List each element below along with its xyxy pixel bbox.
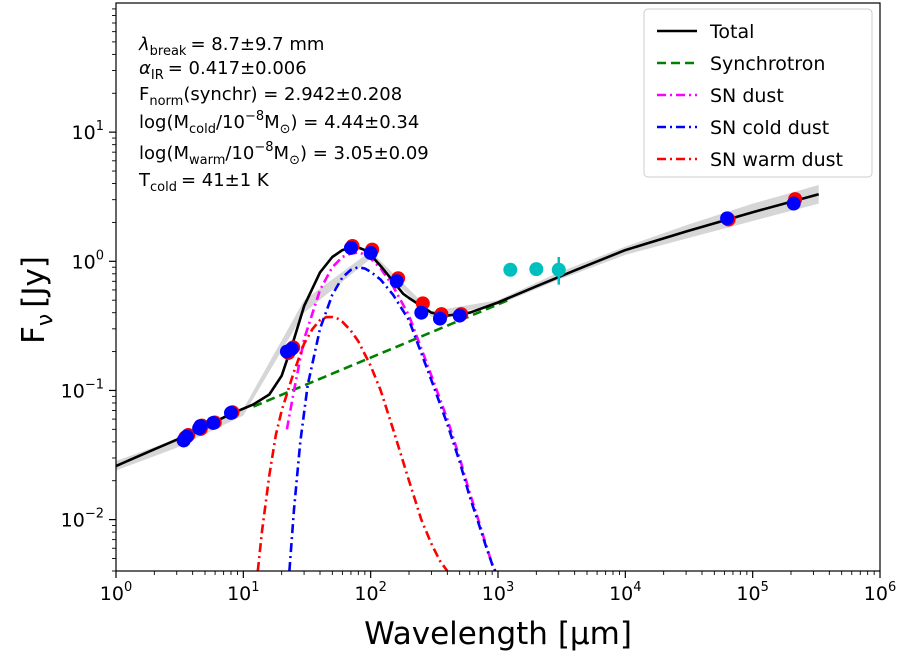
data-point-blue bbox=[343, 240, 358, 255]
legend-label: SN cold dust bbox=[710, 117, 829, 139]
annotation-break: λbreak = 8.7±9.7 mm bbox=[138, 34, 324, 59]
annotation-mwarm: log(Mwarm/10−8M⊙) = 3.05±0.09 bbox=[139, 140, 429, 168]
data-point-cyan bbox=[551, 262, 566, 277]
x-tick-label: 101 bbox=[227, 580, 259, 605]
data-points bbox=[176, 192, 803, 448]
legend-label: SN warm dust bbox=[710, 149, 843, 171]
y-axis-label-main: F bbox=[16, 326, 52, 344]
x-tick-label: 102 bbox=[354, 580, 386, 605]
data-point-cyan bbox=[529, 262, 544, 277]
legend: Total Synchrotron SN dust SN cold dust SN wa… bbox=[643, 8, 873, 178]
x-tick-label: 100 bbox=[100, 580, 132, 605]
data-point-blue bbox=[206, 415, 221, 430]
legend-label: SN dust bbox=[710, 85, 784, 107]
x-axis-label: Wavelength [μm] bbox=[364, 616, 632, 652]
y-tick-label: 101 bbox=[72, 119, 104, 144]
y-axis-label-unit: [Jy] bbox=[16, 256, 52, 308]
fit-annotations: λbreak = 8.7±9.7 mm αIR = 0.417±0.006 Fnor… bbox=[138, 34, 429, 195]
legend-items: Total Synchrotron SN dust SN cold dust SN wa… bbox=[657, 21, 843, 171]
data-point-blue bbox=[414, 305, 429, 320]
svg-text:Fν[Jy]: Fν [Jy] bbox=[16, 256, 58, 344]
data-point-cyan bbox=[503, 262, 518, 277]
data-point-blue bbox=[363, 245, 378, 260]
data-point-blue bbox=[223, 405, 238, 420]
y-axis-label: Fν [Jy] bbox=[16, 256, 58, 344]
y-tick-label: 100 bbox=[72, 248, 104, 273]
series-sn-cold-dust bbox=[288, 265, 497, 571]
x-tick-label: 104 bbox=[609, 580, 641, 605]
y-tick-label: 10−2 bbox=[61, 507, 104, 532]
annotation-mcold: log(Mcold/10−8M⊙) = 4.44±0.34 bbox=[139, 109, 419, 137]
y-axis-label-sub: ν bbox=[33, 314, 58, 326]
annotation-tcold: Tcold = 41±1 K bbox=[138, 170, 270, 195]
x-tick-label: 105 bbox=[736, 580, 768, 605]
data-point-blue bbox=[179, 429, 194, 444]
y-axis-ticks: 10−2 10−1 100 101 bbox=[61, 8, 116, 572]
x-axis-ticks: 100 101 102 103 104 105 106 bbox=[100, 571, 896, 605]
data-point-blue bbox=[720, 211, 735, 226]
x-tick-label: 103 bbox=[482, 580, 514, 605]
data-point-blue bbox=[786, 196, 801, 211]
data-point-blue bbox=[452, 308, 467, 323]
x-tick-label: 106 bbox=[864, 580, 896, 605]
annotation-fnorm: Fnorm(synchr) = 2.942±0.208 bbox=[139, 84, 402, 109]
data-point-blue bbox=[389, 274, 404, 289]
annotation-alpha: αIR = 0.417±0.006 bbox=[139, 58, 307, 83]
legend-label: Synchrotron bbox=[710, 53, 825, 75]
data-point-blue bbox=[432, 311, 447, 326]
legend-box bbox=[643, 8, 873, 178]
plot-layer bbox=[116, 185, 820, 571]
y-tick-label: 10−1 bbox=[61, 377, 104, 402]
series-sn-warm-dust bbox=[256, 315, 449, 571]
data-point-blue bbox=[193, 419, 208, 434]
data-point-blue bbox=[284, 341, 299, 356]
legend-label: Total bbox=[709, 21, 754, 43]
